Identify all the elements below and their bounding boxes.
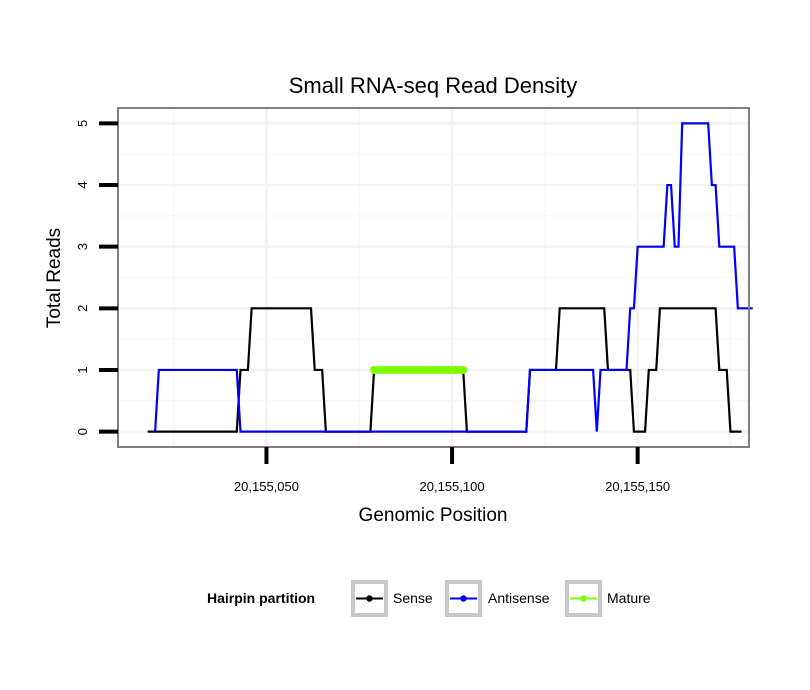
- legend-label-sense: Sense: [393, 590, 433, 606]
- y-axis: 0 1 2 3 4 5: [75, 120, 118, 435]
- legend-dot-sense: [366, 595, 373, 602]
- y-tick-label: 5: [75, 120, 90, 127]
- y-axis-label: Total Reads: [44, 228, 65, 328]
- series-layer: [147, 122, 753, 433]
- data-point-mature: [459, 365, 468, 374]
- legend-label-mature: Mature: [607, 590, 651, 606]
- x-axis: 20,155,050 20,155,100 20,155,150: [234, 447, 670, 494]
- x-tick-label: 20,155,100: [420, 479, 485, 494]
- legend-label-antisense: Antisense: [488, 590, 550, 606]
- legend-dot-mature: [580, 595, 587, 602]
- legend-title: Hairpin partition: [207, 590, 315, 606]
- y-tick-label: 4: [75, 181, 90, 188]
- x-axis-label: Genomic Position: [359, 505, 508, 526]
- series-line-antisense: [154, 122, 753, 433]
- chart-title: Small RNA-seq Read Density: [289, 73, 578, 98]
- y-tick-label: 0: [75, 428, 90, 435]
- legend-dot-antisense: [460, 595, 467, 602]
- plot-border: [117, 107, 750, 448]
- legend: Hairpin partition Sense Antisense Mature: [207, 580, 651, 617]
- x-tick-label: 20,155,050: [234, 479, 299, 494]
- y-tick-label: 1: [75, 366, 90, 373]
- x-tick-label: 20,155,150: [605, 479, 670, 494]
- y-tick-label: 2: [75, 305, 90, 312]
- y-tick-label: 3: [75, 243, 90, 250]
